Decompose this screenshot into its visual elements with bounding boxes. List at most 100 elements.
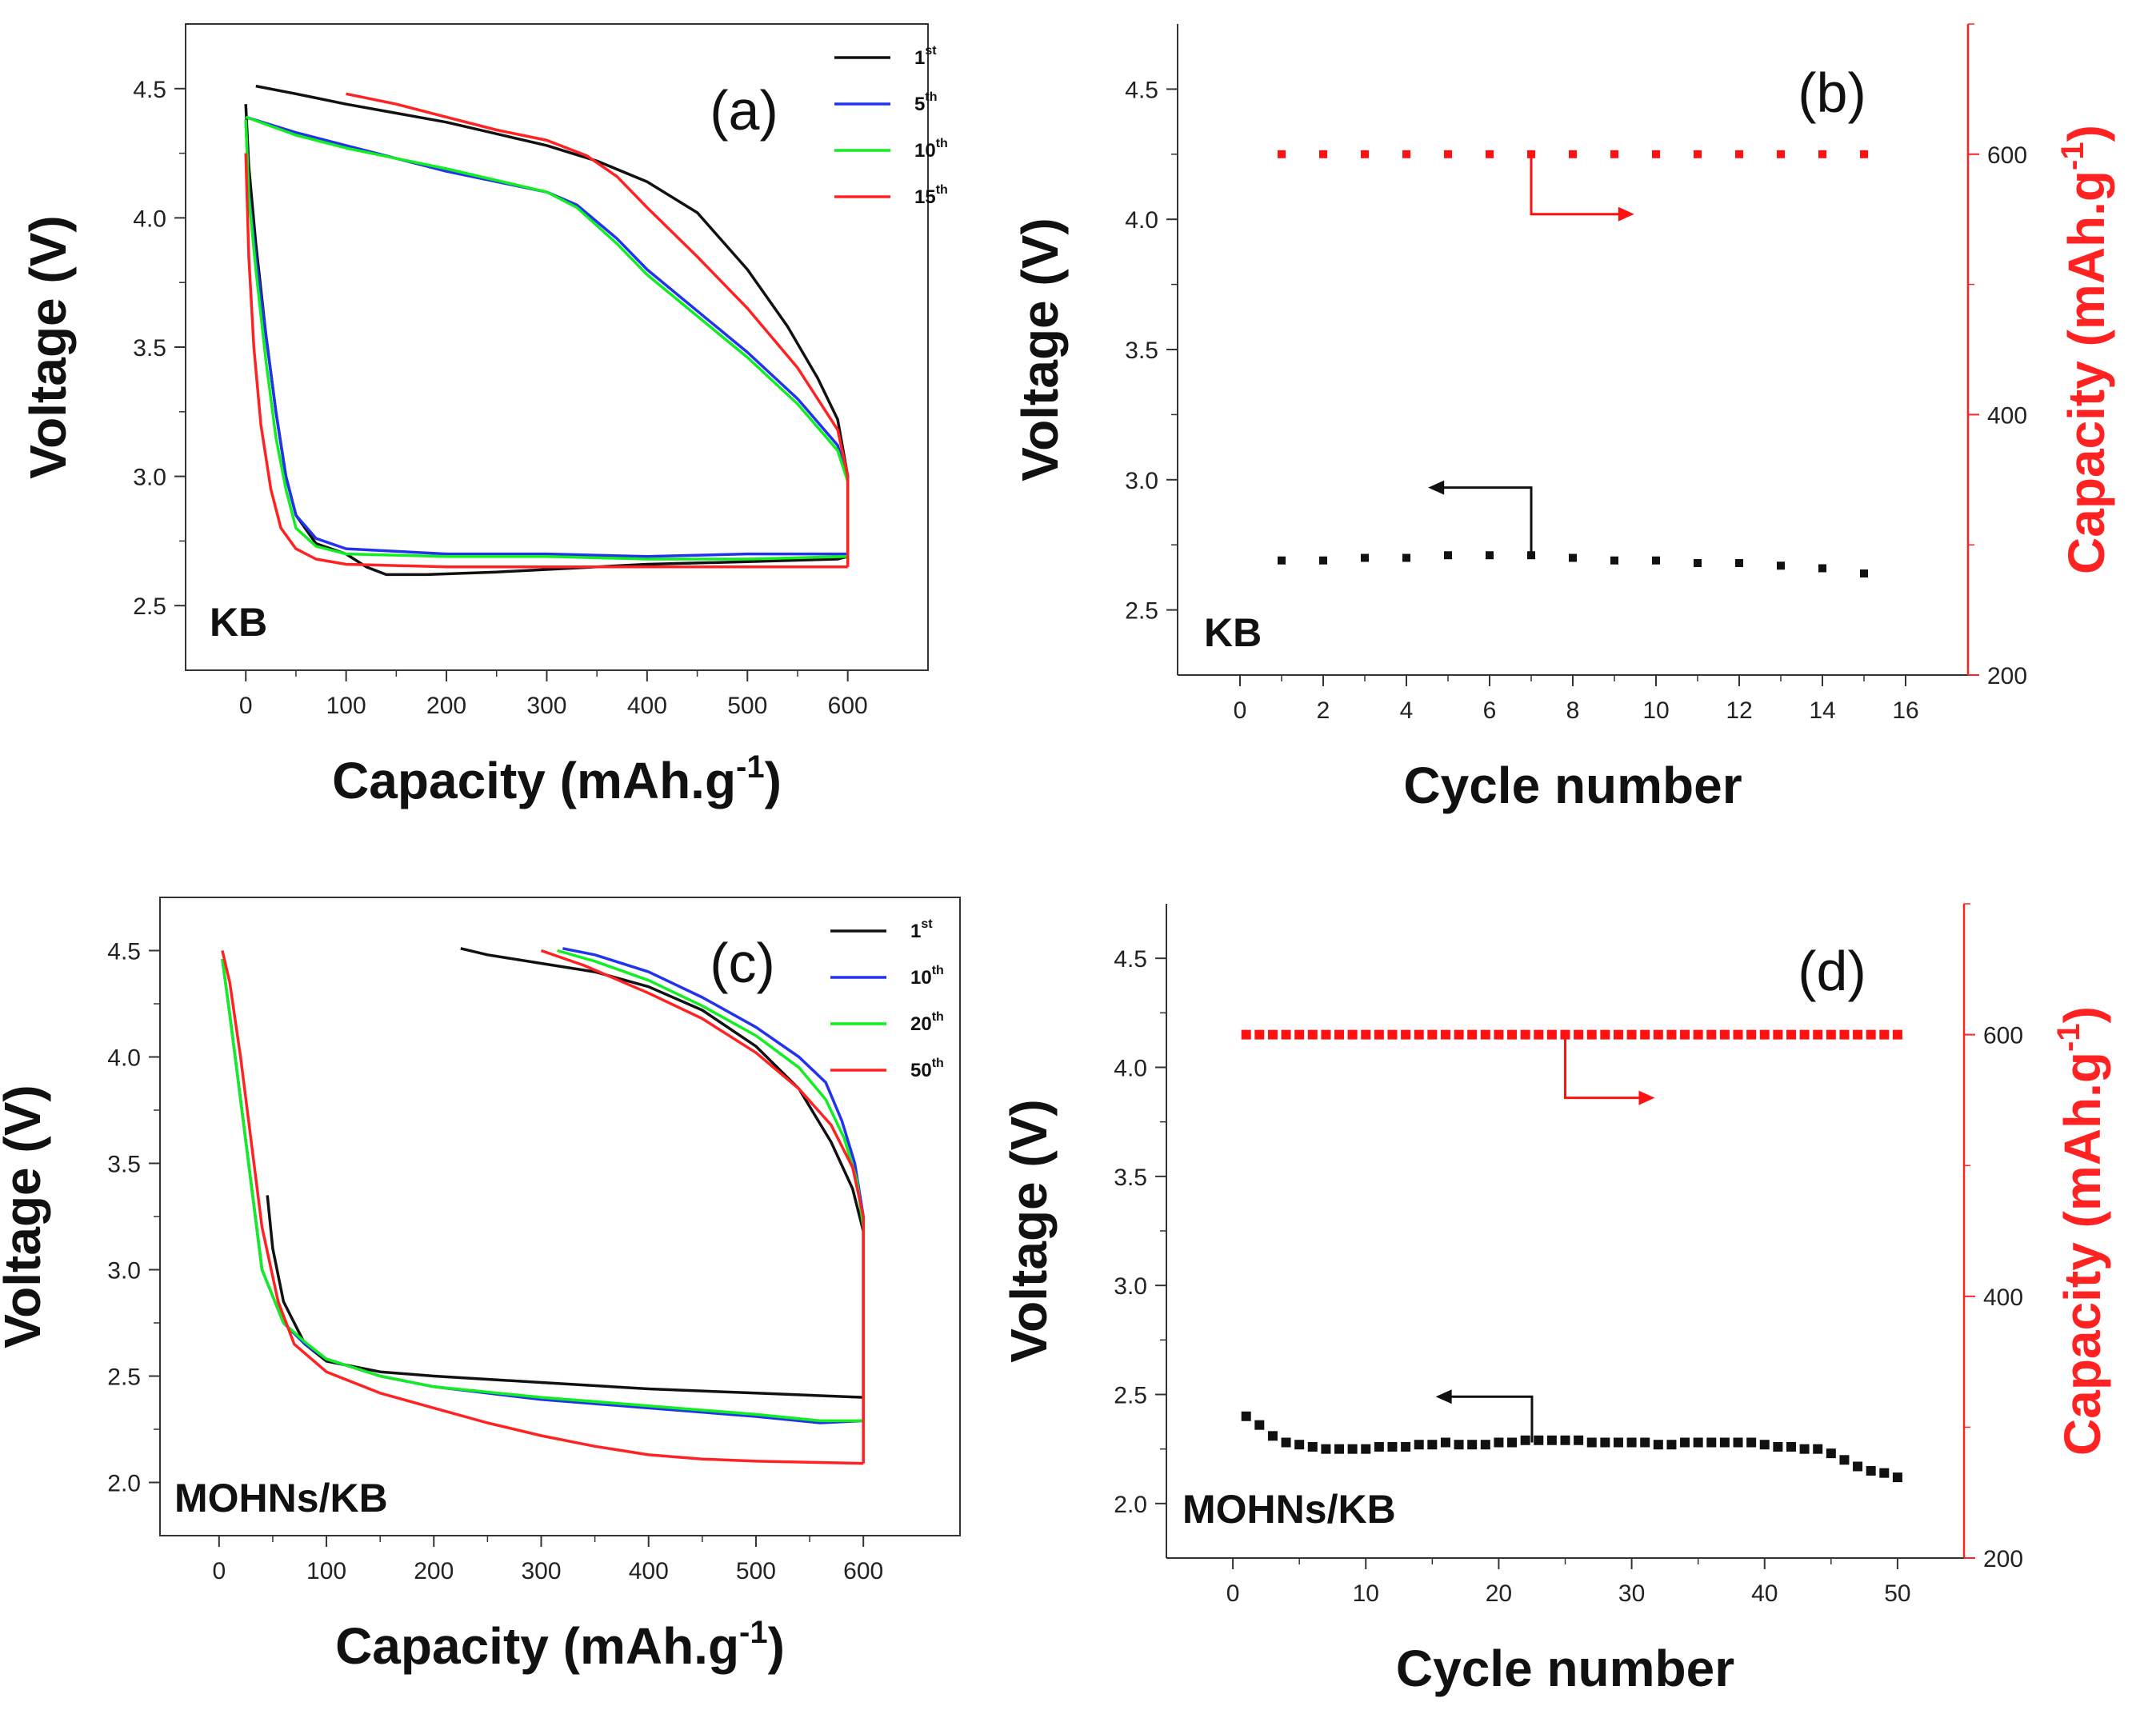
series-line-5th-discharge bbox=[244, 119, 848, 558]
x-axis-title: Cycle number bbox=[1403, 757, 1742, 814]
legend-label-sup: th bbox=[932, 1010, 944, 1024]
voltage-marker bbox=[1507, 1437, 1518, 1448]
y-tick-label: 2.5 bbox=[1114, 1383, 1147, 1409]
x-axis-title-text: Capacity (mAh.g bbox=[332, 752, 736, 809]
voltage-marker bbox=[1839, 1455, 1850, 1465]
x-axis-title: Capacity (mAh.g-1) bbox=[332, 749, 782, 809]
capacity-marker bbox=[1254, 1029, 1265, 1040]
voltage-marker bbox=[1281, 1437, 1291, 1448]
voltage-marker bbox=[1694, 558, 1702, 567]
capacity-marker bbox=[1860, 150, 1868, 158]
legend-label-sup: st bbox=[921, 917, 933, 931]
legend-label-base: 15 bbox=[914, 186, 936, 208]
voltage-marker bbox=[1613, 1437, 1623, 1448]
x-tick-label: 10 bbox=[1353, 1580, 1379, 1607]
capacity-marker bbox=[1507, 1029, 1518, 1040]
voltage-marker bbox=[1610, 556, 1618, 565]
voltage-marker bbox=[1278, 556, 1286, 565]
panel-label: (c) bbox=[710, 932, 775, 994]
x-tick-label: 16 bbox=[1892, 697, 1918, 724]
data-layer bbox=[244, 84, 850, 577]
y-tick-label: 4.0 bbox=[1114, 1056, 1147, 1082]
y-tick-label: 3.0 bbox=[133, 465, 166, 491]
capacity-marker bbox=[1281, 1029, 1291, 1040]
y-axis-title: Voltage (V) bbox=[19, 215, 77, 479]
voltage-marker bbox=[1640, 1437, 1650, 1448]
panel-label: (b) bbox=[1798, 62, 1866, 124]
voltage-marker bbox=[1361, 1444, 1371, 1454]
series-line-20th-charge bbox=[557, 949, 865, 1421]
y2-axis-title-text: Capacity (mAh.g bbox=[2054, 1052, 2111, 1456]
capacity-marker bbox=[1534, 1029, 1544, 1040]
capacity-marker bbox=[1610, 150, 1618, 158]
voltage-marker bbox=[1777, 561, 1785, 570]
y2-tick-label: 400 bbox=[1983, 1285, 2023, 1311]
legend-label-base: 5 bbox=[914, 94, 925, 115]
capacity-marker bbox=[1866, 1029, 1876, 1040]
legend-label-sup: st bbox=[925, 44, 937, 58]
capacity-marker bbox=[1334, 1029, 1345, 1040]
capacity-marker bbox=[1773, 1029, 1783, 1040]
capacity-marker bbox=[1652, 150, 1660, 158]
panel-d: 0 10 20 30 40 50 2.0 2.5 3.0 3.5 4.0 4.5 200 400 600 (d… bbox=[1000, 903, 2111, 1697]
axis-arrowhead bbox=[1638, 1090, 1655, 1105]
x-tick-label: 300 bbox=[526, 693, 566, 719]
voltage-marker bbox=[1818, 564, 1826, 573]
capacity-marker bbox=[1467, 1029, 1478, 1040]
y2-tick-label: 200 bbox=[1983, 1546, 2023, 1572]
voltage-marker bbox=[1374, 1441, 1384, 1452]
voltage-marker bbox=[1427, 1440, 1438, 1450]
capacity-marker bbox=[1813, 1029, 1823, 1040]
capacity-marker bbox=[1374, 1029, 1384, 1040]
legend-label: 15th bbox=[914, 183, 948, 208]
capacity-marker bbox=[1520, 1029, 1530, 1040]
legend-label-sup: th bbox=[932, 1057, 944, 1070]
capacity-marker bbox=[1427, 1029, 1438, 1040]
voltage-marker bbox=[1892, 1472, 1902, 1483]
capacity-marker bbox=[1826, 1029, 1836, 1040]
capacity-marker bbox=[1444, 150, 1452, 158]
capacity-marker bbox=[1569, 150, 1577, 158]
legend-label-base: 10 bbox=[910, 967, 932, 989]
x-tick-label: 600 bbox=[843, 1558, 883, 1584]
series-line-10th-charge bbox=[562, 947, 865, 1421]
x-axis-title-text: Cycle number bbox=[1396, 1640, 1734, 1697]
capacity-marker bbox=[1278, 150, 1286, 158]
y2-tick-label: 200 bbox=[1987, 663, 2027, 689]
voltage-marker bbox=[1773, 1441, 1783, 1452]
y2-axis-title-sup: -1 bbox=[2055, 142, 2090, 170]
voltage-marker bbox=[1254, 1420, 1265, 1430]
legend-label: 1st bbox=[914, 44, 937, 69]
capacity-marker bbox=[1319, 150, 1327, 158]
voltage-marker bbox=[1866, 1465, 1876, 1476]
series-line-1st-charge bbox=[460, 947, 865, 1398]
axis-arrow bbox=[1431, 486, 1533, 556]
x-axis-title-text: Capacity (mAh.g bbox=[335, 1617, 739, 1675]
axis-arrowhead bbox=[1428, 480, 1445, 495]
capacity-marker bbox=[1693, 1029, 1703, 1040]
x-tick-label: 500 bbox=[736, 1558, 776, 1584]
series-line-15th-charge bbox=[346, 92, 850, 567]
series-line-50th-discharge bbox=[221, 950, 864, 1465]
series-line-1st-discharge bbox=[244, 104, 849, 577]
voltage-marker bbox=[1826, 1448, 1836, 1459]
axis-arrow bbox=[1564, 1039, 1652, 1100]
x-tick-label: 100 bbox=[326, 693, 366, 719]
capacity-marker bbox=[1494, 1029, 1504, 1040]
x-tick-label: 12 bbox=[1726, 697, 1752, 724]
y-tick-label: 2.0 bbox=[1114, 1492, 1147, 1518]
capacity-marker bbox=[1839, 1029, 1850, 1040]
x-axis-title: Cycle number bbox=[1396, 1640, 1734, 1697]
voltage-marker bbox=[1454, 1440, 1464, 1450]
voltage-marker bbox=[1494, 1437, 1504, 1448]
legend-label-base: 1 bbox=[914, 47, 925, 69]
voltage-marker bbox=[1414, 1440, 1424, 1450]
voltage-marker bbox=[1444, 551, 1452, 560]
voltage-marker bbox=[1321, 1444, 1331, 1454]
series-line-50th-charge bbox=[540, 949, 865, 1464]
voltage-marker bbox=[1879, 1468, 1890, 1478]
y-tick-label: 4.0 bbox=[133, 206, 166, 232]
y-tick-label: 4.5 bbox=[1125, 77, 1158, 103]
x-tick-label: 40 bbox=[1751, 1580, 1778, 1607]
voltage-marker bbox=[1693, 1437, 1703, 1448]
